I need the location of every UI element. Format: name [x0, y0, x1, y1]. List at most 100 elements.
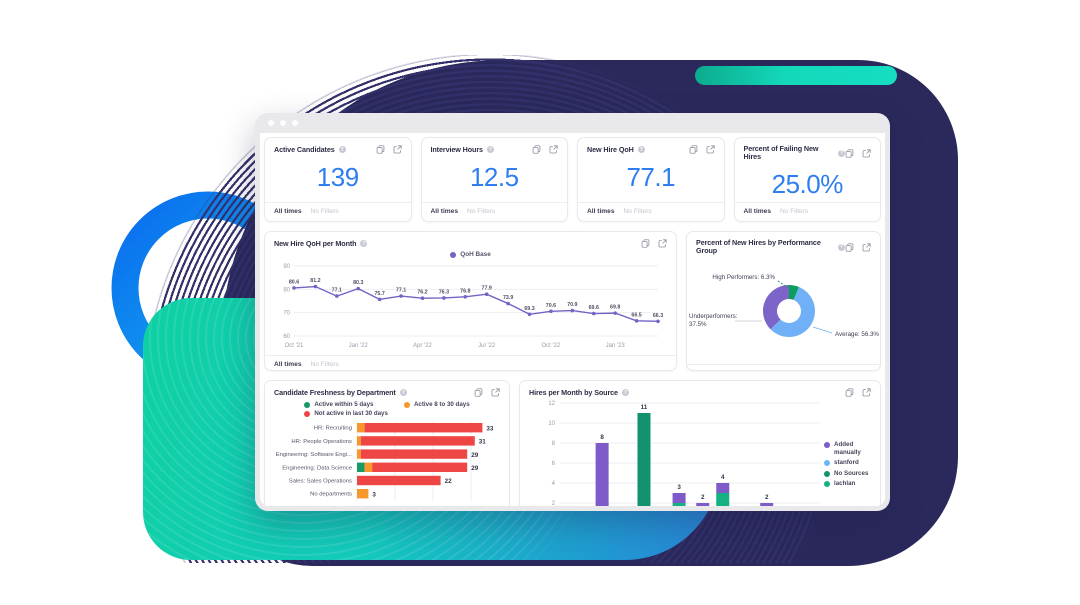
share-icon[interactable]	[658, 239, 667, 248]
svg-text:Engineering: Data Science: Engineering: Data Science	[282, 465, 352, 471]
copy-icon[interactable]	[845, 388, 854, 397]
svg-text:Oct '22: Oct '22	[542, 343, 561, 349]
svg-text:Sales: Sales Operations: Sales: Sales Operations	[289, 479, 352, 485]
svg-text:12: 12	[548, 401, 555, 407]
hires-legend: Added manually stanford No Sources lachlan	[824, 441, 876, 488]
legend-dot	[304, 401, 311, 408]
share-icon[interactable]	[706, 145, 715, 154]
legend-label: stanford	[834, 459, 859, 466]
freshness-bar-chart: HR: Recruiting 33 HR: People Operations 31 E…	[265, 419, 509, 506]
svg-text:2: 2	[701, 494, 705, 501]
filters-control[interactable]: No Filters	[310, 208, 339, 215]
info-icon[interactable]: ?	[338, 146, 346, 153]
info-icon[interactable]: ?	[360, 240, 368, 247]
legend-dot	[824, 460, 830, 466]
filters-control[interactable]: No Filters	[310, 361, 339, 368]
legend-label: Active within 5 days	[314, 401, 374, 408]
svg-text:4: 4	[552, 481, 556, 487]
svg-text:76.2: 76.2	[417, 290, 427, 296]
info-icon[interactable]: ?	[399, 389, 407, 396]
svg-text:Jan '22: Jan '22	[349, 343, 369, 349]
period-filter[interactable]: All times	[430, 208, 458, 215]
svg-text:76.8: 76.8	[460, 288, 470, 294]
filters-control[interactable]: No Filters	[466, 208, 496, 215]
window-control-1[interactable]	[268, 120, 274, 126]
kpi-card-3: New Hire QoH ? 77.1 All times No Filters	[577, 137, 725, 222]
svg-text:31: 31	[479, 439, 487, 446]
svg-text:60: 60	[283, 334, 290, 340]
share-icon[interactable]	[549, 145, 558, 154]
copy-icon[interactable]	[641, 239, 650, 248]
share-icon[interactable]	[491, 388, 500, 397]
info-icon[interactable]: ?	[838, 149, 845, 157]
kpi-value: 25.0%	[771, 169, 844, 199]
performance-donut-chart: High Performers: 6.3% Underperformers: 37.…	[687, 255, 880, 364]
line-chart-legend: QoH Base	[265, 251, 676, 258]
svg-text:2: 2	[552, 501, 556, 506]
share-icon[interactable]	[393, 145, 402, 154]
svg-text:Oct '21: Oct '21	[285, 343, 304, 349]
decor-teal-pill	[695, 66, 897, 85]
svg-text:77.1: 77.1	[332, 288, 342, 294]
legend-label: Added manually	[834, 441, 861, 456]
info-icon[interactable]: ?	[637, 146, 645, 153]
legend-dot	[450, 251, 457, 258]
svg-text:37.5%: 37.5%	[689, 321, 707, 328]
svg-text:81.2: 81.2	[310, 278, 320, 284]
card-hires-by-source: Hires per Month by Source ? 2 4 6 8 10 12 8 11 3…	[519, 380, 881, 506]
legend-item-3[interactable]: Not active in last 30 days	[304, 410, 388, 417]
kpi-value: 77.1	[626, 162, 676, 192]
legend-item-1[interactable]: Active within 5 days	[304, 401, 388, 408]
svg-text:75.7: 75.7	[374, 291, 384, 297]
svg-text:69.8: 69.8	[610, 305, 620, 311]
svg-text:High Performers: 6.3%: High Performers: 6.3%	[712, 274, 775, 281]
legend-label: lachlan	[834, 480, 856, 487]
filters-control[interactable]: No Filters	[623, 208, 652, 215]
legend-item-2[interactable]: Active 8 to 30 days	[403, 401, 470, 408]
window-control-3[interactable]	[292, 120, 298, 126]
svg-text:33: 33	[486, 425, 494, 432]
card-performance-group: Percent of New Hires by Performance Grou…	[686, 231, 881, 371]
info-icon[interactable]: ?	[838, 243, 845, 251]
kpi-title: New Hire QoH	[587, 144, 634, 154]
copy-icon[interactable]	[845, 148, 854, 158]
copy-icon[interactable]	[845, 242, 854, 252]
info-icon[interactable]: ?	[621, 389, 629, 396]
period-filter[interactable]: All times	[587, 208, 615, 215]
svg-text:70.9: 70.9	[567, 302, 577, 308]
svg-text:Average: 56.3%: Average: 56.3%	[835, 331, 879, 338]
svg-text:8: 8	[552, 441, 556, 447]
filters-control[interactable]: No Filters	[732, 370, 760, 371]
kpi-title: Active Candidates	[274, 144, 335, 154]
period-filter[interactable]: All times	[743, 208, 771, 215]
card-title: Hires per Month by Source	[529, 387, 618, 397]
window-titlebar[interactable]	[260, 113, 885, 133]
period-filter[interactable]: All times	[274, 361, 302, 368]
card-candidate-freshness: Candidate Freshness by Department ? Acti…	[264, 380, 510, 506]
svg-text:Engineering: Software Engi...: Engineering: Software Engi...	[276, 452, 353, 458]
legend-item-1[interactable]: Added manually	[824, 441, 876, 456]
share-icon[interactable]	[862, 148, 871, 158]
share-icon[interactable]	[862, 242, 871, 252]
legend-item-3[interactable]: No Sources	[824, 470, 876, 478]
qoh-line-chart: 60 70 80 90 80.6 81.2 77.1 80.3 75.7 77.1 76.2 76.3…	[265, 258, 676, 355]
copy-icon[interactable]	[376, 145, 385, 154]
legend-item-4[interactable]: lachlan	[824, 480, 876, 488]
window-control-2[interactable]	[280, 120, 286, 126]
legend-item-2[interactable]: stanford	[824, 459, 876, 467]
copy-icon[interactable]	[689, 145, 698, 154]
info-icon[interactable]: ?	[486, 146, 494, 153]
svg-text:Apr '22: Apr '22	[413, 343, 432, 349]
period-filter[interactable]: All times	[274, 208, 302, 215]
copy-icon[interactable]	[474, 388, 483, 397]
freshness-legend: Active within 5 days Active 8 to 30 days N…	[304, 401, 470, 417]
share-icon[interactable]	[862, 388, 871, 397]
filters-control[interactable]: No Filters	[779, 208, 809, 215]
kpi-row: Active Candidates ? 139 All times No Fil…	[264, 137, 881, 222]
copy-icon[interactable]	[532, 145, 541, 154]
period-filter[interactable]: All times	[696, 370, 723, 371]
svg-text:73.9: 73.9	[503, 295, 513, 301]
legend-label: No Sources	[834, 469, 869, 477]
svg-text:HR: Recruiting: HR: Recruiting	[314, 426, 352, 432]
